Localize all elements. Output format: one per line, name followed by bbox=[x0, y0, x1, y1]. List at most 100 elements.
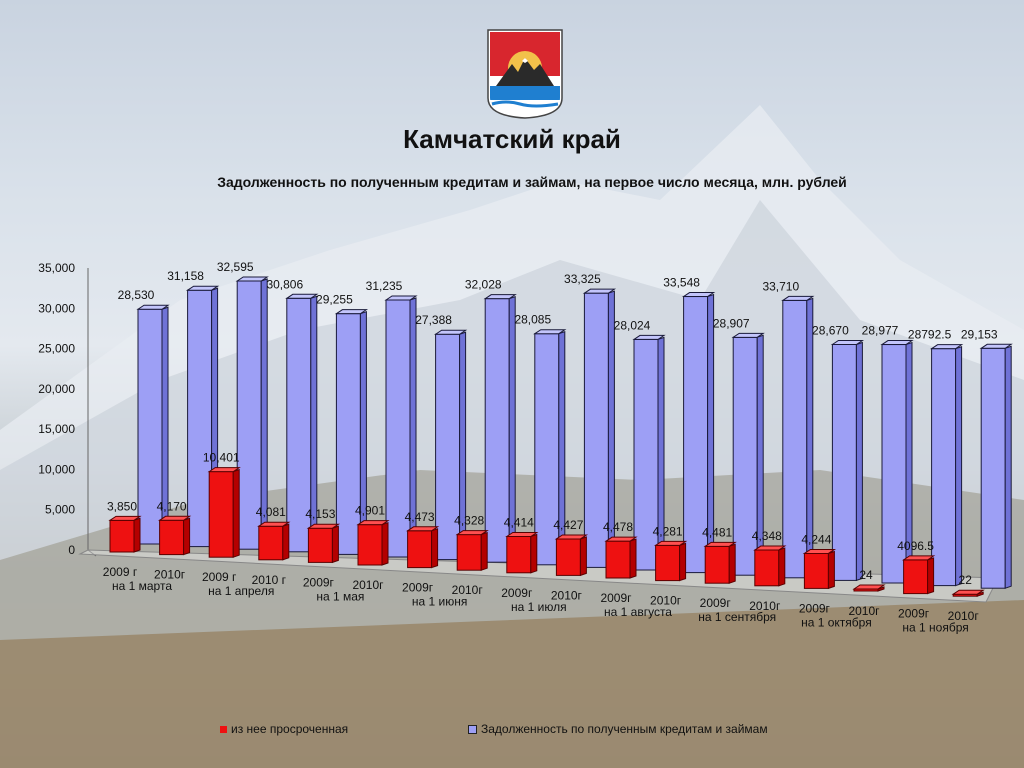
bar-total bbox=[534, 333, 560, 566]
data-label-total: 28,907 bbox=[713, 316, 750, 330]
x-tick-label-year: 2010г bbox=[650, 594, 682, 608]
bar-overdue-top bbox=[852, 584, 886, 590]
bar-overdue bbox=[159, 519, 185, 556]
bar-total-top bbox=[632, 334, 666, 340]
x-tick-label-month: на 1 августа bbox=[604, 605, 672, 619]
bar-overdue-side bbox=[381, 521, 389, 566]
bar-overdue-side bbox=[232, 468, 240, 558]
x-tick-label-month: на 1 июня bbox=[412, 595, 467, 609]
data-label-overdue: 3,850 bbox=[107, 499, 137, 513]
bar-overdue bbox=[109, 519, 135, 553]
data-label-overdue: 4,478 bbox=[603, 520, 633, 534]
bar-overdue-side bbox=[331, 525, 339, 564]
bar-overdue-top bbox=[653, 540, 688, 546]
bar-total-top bbox=[185, 285, 220, 291]
bar-total bbox=[831, 343, 857, 581]
bar-overdue-top bbox=[505, 531, 539, 537]
page-title: Камчатский край bbox=[403, 124, 621, 154]
y-tick-label: 20,000 bbox=[38, 382, 75, 396]
data-label-total: 27,388 bbox=[415, 313, 452, 327]
x-tick-label-year: 2009г bbox=[898, 607, 930, 621]
bar-overdue bbox=[307, 527, 333, 563]
bar-overdue bbox=[655, 544, 681, 582]
bar-overdue bbox=[208, 471, 234, 558]
x-tick-label-month: на 1 апреля bbox=[208, 584, 274, 598]
x-tick-label-year: 2010г bbox=[452, 583, 484, 597]
bar-overdue bbox=[605, 540, 631, 579]
bar-overdue-side bbox=[778, 547, 786, 587]
y-tick-label: 35,000 bbox=[38, 261, 75, 275]
x-tick-label-year: 2010г bbox=[551, 588, 583, 602]
data-label-overdue: 22 bbox=[959, 573, 973, 587]
x-tick-label-year: 2009г bbox=[303, 575, 335, 589]
x-tick-label-month: на 1 мая bbox=[316, 589, 364, 603]
data-label-total: 28,977 bbox=[862, 324, 899, 338]
data-label-total: 28,024 bbox=[614, 318, 651, 332]
bar-overdue-side bbox=[431, 528, 439, 569]
data-label-total: 28,670 bbox=[812, 323, 849, 337]
data-label-total: 33,710 bbox=[762, 279, 799, 293]
y-tick-label: 5,000 bbox=[45, 503, 75, 517]
bar-overdue-side bbox=[579, 536, 587, 577]
bar-total-top bbox=[334, 309, 369, 315]
y-tick-label: 15,000 bbox=[38, 422, 75, 436]
x-tick-label-year: 2010г bbox=[749, 599, 781, 613]
y-tick-label: 0 bbox=[68, 543, 75, 557]
data-label-overdue: 24 bbox=[859, 568, 873, 582]
x-tick-label-year: 2009 г bbox=[202, 570, 237, 584]
bar-overdue-top bbox=[405, 526, 440, 532]
legend-label-total: Задолженность по полученным кредитам и з… bbox=[481, 722, 768, 736]
legend-label-overdue: из нее просроченная bbox=[231, 722, 349, 736]
legend-swatch-total bbox=[468, 724, 477, 734]
bar-overdue-top bbox=[207, 467, 241, 473]
bar-total-top bbox=[433, 329, 468, 335]
data-label-overdue: 4,481 bbox=[702, 525, 732, 539]
y-tick-label: 30,000 bbox=[38, 301, 75, 315]
data-label-overdue: 4,153 bbox=[305, 507, 335, 521]
bar-overdue bbox=[357, 524, 383, 566]
data-label-overdue: 4,348 bbox=[752, 529, 782, 543]
data-label-total: 30,806 bbox=[266, 277, 303, 291]
bar-overdue bbox=[704, 545, 730, 584]
data-label-overdue: 4,244 bbox=[801, 532, 831, 546]
data-label-overdue: 4,427 bbox=[553, 518, 583, 532]
bar-total bbox=[335, 313, 361, 555]
bar-overdue bbox=[555, 538, 581, 576]
bar-total-top bbox=[285, 293, 319, 299]
data-label-total: 33,325 bbox=[564, 272, 601, 286]
bar-overdue-top bbox=[306, 523, 341, 529]
bar-overdue bbox=[903, 559, 929, 595]
bar-total bbox=[931, 348, 957, 587]
bar-overdue bbox=[258, 525, 284, 561]
bar-total bbox=[683, 296, 709, 574]
bar-total-side bbox=[855, 341, 863, 582]
bar-total-top bbox=[235, 276, 269, 282]
bar-total-top bbox=[136, 304, 170, 310]
data-label-overdue: 4096.5 bbox=[897, 539, 934, 553]
bar-total-top bbox=[830, 339, 865, 345]
x-tick-label-month: на 1 ноября bbox=[902, 621, 968, 635]
bar-overdue-side bbox=[133, 517, 141, 553]
data-label-overdue: 10,401 bbox=[203, 451, 240, 465]
bar-overdue-side bbox=[282, 523, 290, 561]
legend-item-total: Задолженность по полученным кредитам и з… bbox=[468, 722, 768, 736]
bar-overdue bbox=[754, 549, 780, 587]
x-tick-label-month: на 1 марта bbox=[112, 579, 172, 593]
bar-overdue bbox=[456, 534, 482, 571]
data-label-total: 29,153 bbox=[961, 327, 998, 341]
bar-overdue-side bbox=[629, 538, 637, 579]
bar-total-side bbox=[359, 310, 367, 556]
bar-overdue-top bbox=[753, 545, 787, 551]
bar-total-top bbox=[731, 332, 765, 338]
bar-overdue-side bbox=[728, 543, 736, 584]
y-tick-label: 10,000 bbox=[38, 462, 75, 476]
kamchatka-emblem-icon bbox=[487, 29, 563, 119]
data-label-total: 32,028 bbox=[465, 278, 502, 292]
bar-total-top bbox=[880, 340, 914, 346]
bar-overdue-side bbox=[976, 591, 984, 597]
data-label-overdue: 4,081 bbox=[256, 505, 286, 519]
data-label-total: 31,235 bbox=[366, 279, 403, 293]
chart-subtitle: Задолженность по полученным кредитам и з… bbox=[217, 174, 847, 190]
data-label-total: 28,530 bbox=[118, 288, 155, 302]
bar-overdue-top bbox=[802, 548, 837, 554]
